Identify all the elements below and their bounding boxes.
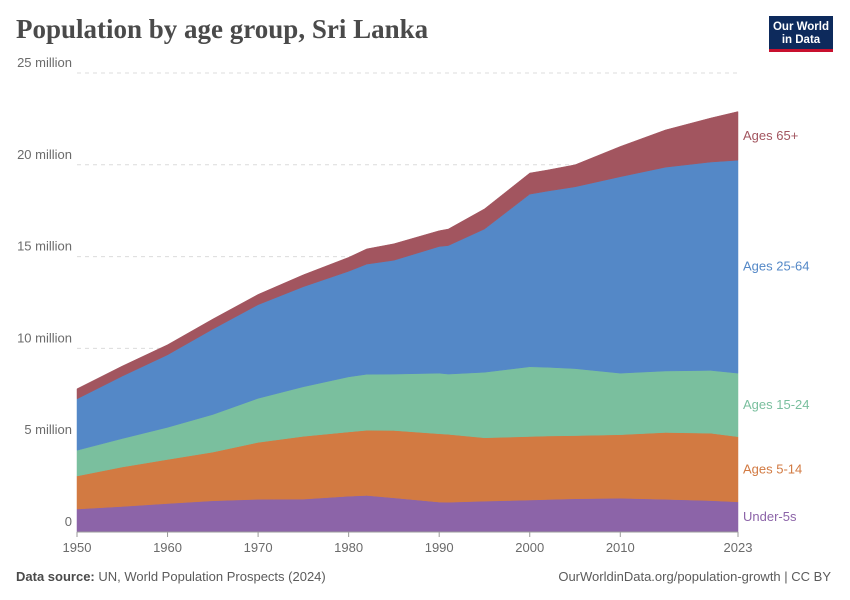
series-label-ages-5-14: Ages 5-14 [743, 461, 802, 476]
y-tick-label: 10 million [17, 330, 72, 345]
y-tick-label: 5 million [24, 422, 72, 437]
x-tick-label: 1980 [334, 540, 363, 555]
y-tick-label: 20 million [17, 147, 72, 162]
x-tick-label: 1960 [153, 540, 182, 555]
data-source-note: Data source: UN, World Population Prospe… [16, 569, 326, 584]
x-tick-label: 2023 [724, 540, 753, 555]
data-source-text: UN, World Population Prospects (2024) [94, 569, 326, 584]
series-label-ages-15-24: Ages 15-24 [743, 397, 810, 412]
data-source-label: Data source: [16, 569, 95, 584]
series-label-ages-25-64: Ages 25-64 [743, 259, 810, 274]
y-tick-label: 25 million [17, 55, 72, 70]
y-tick-label: 0 [65, 514, 72, 529]
stacked-area-chart: 0 5 million 10 million 15 million 20 million… [17, 55, 810, 555]
x-tick-label: 1970 [244, 540, 273, 555]
chart-title: Population by age group, Sri Lanka [16, 14, 429, 44]
logo-line-1: Our World [772, 21, 829, 33]
series-label-ages-65: Ages 65+ [743, 128, 798, 143]
area-layer [76, 111, 739, 533]
y-tick-label: 15 million [17, 239, 72, 254]
axis-layer: 0 5 million 10 million 15 million 20 million… [17, 55, 752, 555]
area-ages-65[interactable] [76, 111, 739, 400]
x-tick-label: 1990 [425, 540, 454, 555]
owid-logo[interactable]: Our World in Data [769, 16, 833, 52]
x-tick-label: 1950 [63, 540, 92, 555]
x-tick-label: 2000 [515, 540, 544, 555]
series-label-layer: Under-5s Ages 5-14 Ages 15-24 Ages 25-64 Age… [743, 128, 810, 524]
series-label-under-5s: Under-5s [743, 509, 797, 524]
logo-line-2: in Data [781, 34, 821, 46]
source-link[interactable]: OurWorldinData.org/population-growth | C… [558, 569, 831, 584]
x-tick-label: 2010 [606, 540, 635, 555]
